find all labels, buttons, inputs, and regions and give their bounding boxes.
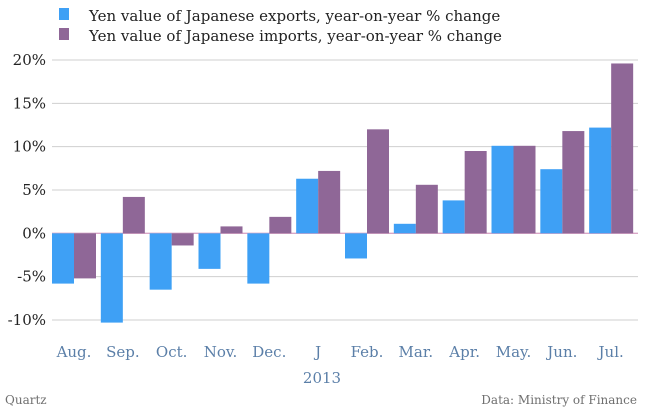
bar-exports [393, 223, 416, 234]
bar-exports [442, 200, 465, 234]
bar-imports [122, 196, 145, 234]
x-tick-label: Jul. [597, 343, 624, 361]
bar-imports [415, 184, 438, 234]
x-tick-label: J [313, 343, 321, 361]
bar-imports [171, 233, 194, 246]
bars [52, 63, 634, 323]
bar-exports [491, 145, 514, 234]
y-tick-label: -10% [8, 311, 46, 329]
legend: Yen value of Japanese exports, year-on-y… [59, 7, 502, 45]
y-tick-label: 10% [13, 138, 46, 156]
bar-imports [269, 216, 292, 234]
bar-exports [100, 233, 123, 323]
bar-imports [513, 145, 536, 234]
x-tick-label: Sep. [106, 343, 140, 361]
x-tick-label: Mar. [399, 343, 434, 361]
y-tick-label: 5% [22, 181, 46, 199]
bar-exports [149, 233, 172, 290]
x-tick-label: Apr. [448, 343, 480, 361]
x-tick-label: Nov. [204, 343, 238, 361]
y-axis-ticks: -10% -5% 0% 5% 10% 15% 20% [8, 51, 46, 329]
x-axis-year-label: 2013 [303, 369, 341, 387]
footer-source-left: Quartz [5, 393, 47, 407]
footer-source-right: Data: Ministry of Finance [481, 393, 637, 407]
bar-imports [611, 63, 634, 234]
bar-exports [296, 178, 319, 234]
x-tick-label: Oct. [156, 343, 188, 361]
bar-imports [562, 131, 585, 234]
bar-imports [74, 233, 96, 279]
bar-imports [220, 226, 243, 234]
bar-imports [464, 151, 487, 234]
bar-exports [345, 233, 367, 259]
bar-exports [52, 233, 74, 284]
y-tick-label: 15% [13, 94, 46, 112]
y-tick-label: 20% [13, 51, 46, 69]
x-tick-label: Jun. [545, 343, 577, 361]
y-tick-label: 0% [22, 224, 46, 242]
bar-exports [247, 233, 270, 284]
x-tick-label: Dec. [252, 343, 286, 361]
x-tick-label: Feb. [351, 343, 384, 361]
legend-label-imports: Yen value of Japanese imports, year-on-y… [88, 27, 502, 45]
bar-exports [589, 127, 612, 234]
y-tick-label: -5% [17, 268, 46, 286]
bar-imports [318, 170, 341, 234]
bar-exports [198, 233, 221, 269]
legend-swatch-exports [59, 8, 69, 20]
bar-exports [540, 169, 563, 234]
bar-imports [367, 129, 389, 234]
x-tick-label: Aug. [56, 343, 92, 361]
legend-swatch-imports [59, 28, 69, 40]
x-tick-label: May. [496, 343, 532, 361]
legend-label-exports: Yen value of Japanese exports, year-on-y… [88, 7, 500, 25]
x-axis-ticks: Aug. Sep. Oct. Nov. Dec. J Feb. Mar. Apr. May. Jun… [56, 343, 624, 361]
